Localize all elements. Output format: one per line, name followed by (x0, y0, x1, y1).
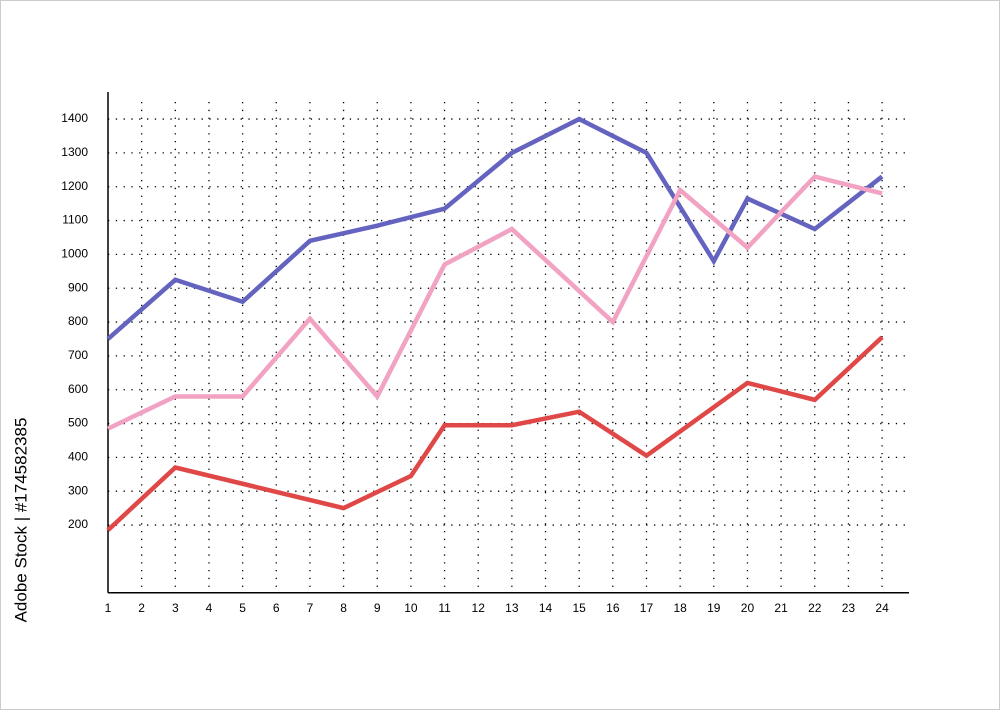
x-tick-label: 1 (105, 601, 112, 615)
y-tick-label: 900 (68, 280, 88, 294)
x-tick-label: 24 (875, 601, 889, 615)
y-tick-label: 600 (68, 382, 88, 396)
x-tick-label: 15 (572, 601, 586, 615)
x-tick-label: 7 (307, 601, 314, 615)
y-tick-label: 400 (68, 450, 88, 464)
y-tick-label: 1100 (62, 213, 88, 227)
x-tick-label: 11 (438, 601, 451, 615)
y-tick-label: 300 (68, 483, 88, 497)
x-tick-label: 6 (273, 601, 280, 615)
y-tick-label: 1000 (61, 247, 88, 261)
x-tick-label: 8 (340, 601, 347, 615)
x-tick-label: 16 (606, 601, 620, 615)
x-tick-label: 5 (239, 601, 246, 615)
y-tick-label: 200 (68, 517, 88, 531)
x-tick-label: 12 (472, 601, 486, 615)
x-tick-label: 17 (640, 601, 654, 615)
x-tick-label: 18 (673, 601, 687, 615)
x-tick-label: 14 (539, 601, 553, 615)
x-tick-label: 19 (707, 601, 721, 615)
x-tick-label: 23 (842, 601, 856, 615)
x-tick-label: 3 (172, 601, 179, 615)
y-tick-label: 1400 (61, 111, 88, 125)
y-tick-label: 500 (68, 416, 88, 430)
x-tick-label: 2 (138, 601, 145, 615)
x-tick-label: 22 (808, 601, 822, 615)
x-tick-label: 20 (741, 601, 755, 615)
y-tick-label: 1300 (61, 145, 88, 159)
y-tick-label: 700 (68, 348, 88, 362)
x-tick-label: 10 (404, 601, 418, 615)
y-tick-label: 800 (68, 314, 88, 328)
x-tick-label: 4 (206, 601, 213, 615)
y-tick-label: 1200 (61, 179, 88, 193)
x-tick-label: 13 (505, 601, 519, 615)
x-tick-label: 21 (774, 601, 788, 615)
watermark: Adobe Stock | #174582385 (11, 418, 30, 623)
series-line (106, 335, 884, 532)
x-tick-label: 9 (374, 601, 381, 615)
series-line (107, 174, 883, 431)
series-line (106, 116, 884, 341)
